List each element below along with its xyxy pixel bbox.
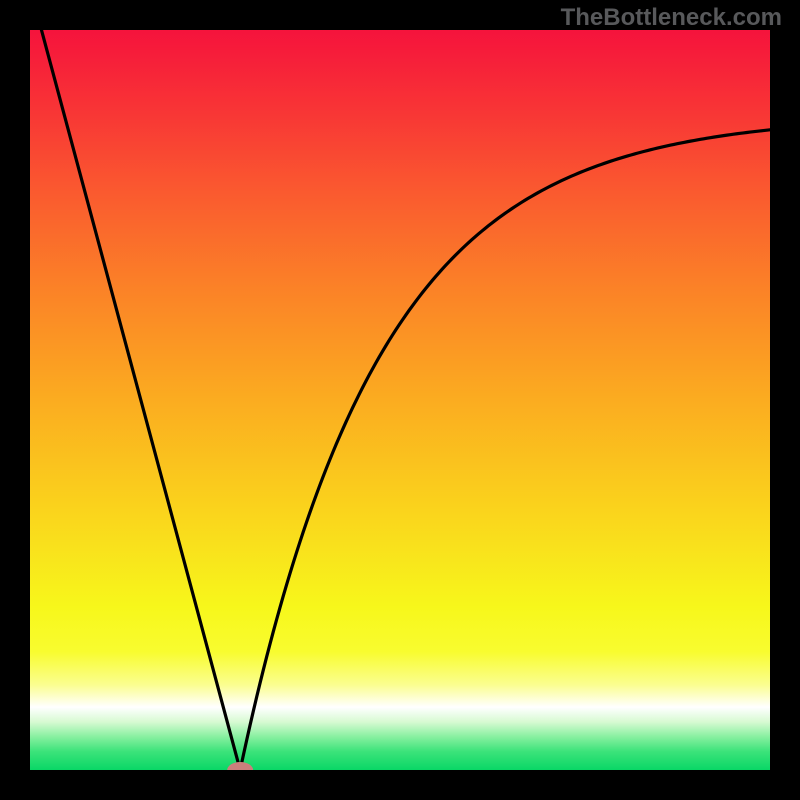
minimum-marker	[227, 762, 253, 778]
bottleneck-chart	[0, 0, 800, 800]
